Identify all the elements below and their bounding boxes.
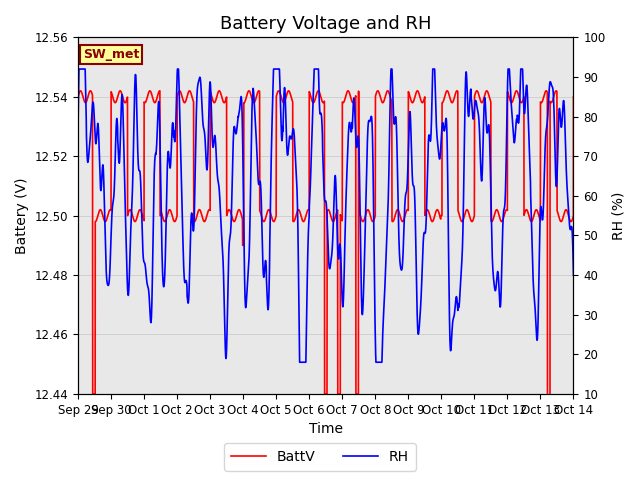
BattV: [371, 213, 379, 219]
Line: BattV: BattV: [78, 91, 573, 453]
Text: SW_met: SW_met: [83, 48, 140, 61]
RH: [371, 337, 379, 343]
X-axis label: Time: Time: [308, 422, 343, 436]
RH: [444, 190, 452, 195]
BattV: [77, 88, 84, 94]
RH: [74, 124, 82, 130]
RH: [296, 360, 303, 365]
RH: [264, 300, 271, 305]
Y-axis label: Battery (V): Battery (V): [15, 178, 29, 254]
RH: [397, 264, 404, 269]
Line: RH: RH: [78, 69, 573, 362]
Legend: BattV, RH: BattV, RH: [224, 443, 416, 471]
BattV: [482, 90, 490, 96]
BattV: [74, 94, 82, 100]
BattV: [164, 209, 172, 215]
RH: [482, 105, 490, 110]
BattV: [444, 88, 452, 94]
RH: [164, 149, 172, 155]
Title: Battery Voltage and RH: Battery Voltage and RH: [220, 15, 431, 33]
BattV: [570, 94, 577, 100]
BattV: [397, 214, 404, 219]
RH: [75, 66, 83, 72]
BattV: [543, 450, 551, 456]
BattV: [264, 209, 271, 215]
RH: [570, 273, 577, 278]
Y-axis label: RH (%): RH (%): [611, 192, 625, 240]
